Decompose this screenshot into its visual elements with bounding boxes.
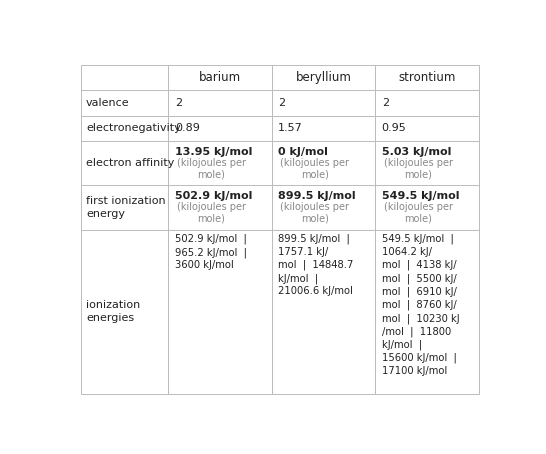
Text: first ionization
energy: first ionization energy (86, 196, 165, 219)
Bar (375, 65, 479, 90)
Text: 2: 2 (175, 98, 182, 108)
Bar (81, 116, 169, 141)
Text: 0 kJ/mol: 0 kJ/mol (278, 147, 328, 157)
Text: 899.5 kJ/mol: 899.5 kJ/mol (278, 191, 356, 201)
Bar (169, 141, 272, 185)
Text: beryllium: beryllium (295, 71, 352, 84)
Text: 0.89: 0.89 (175, 123, 200, 133)
Text: 0.95: 0.95 (382, 123, 406, 133)
Text: ionization
energies: ionization energies (86, 301, 140, 323)
Bar (272, 65, 375, 90)
Bar (272, 116, 375, 141)
Bar (169, 65, 272, 90)
Text: (kilojoules per
mole): (kilojoules per mole) (280, 202, 349, 223)
Bar (81, 185, 169, 230)
Text: 13.95 kJ/mol: 13.95 kJ/mol (175, 147, 252, 157)
Bar (375, 185, 479, 230)
Text: 549.5 kJ/mol  |
1064.2 kJ/
mol  |  4138 kJ/
mol  |  5500 kJ/
mol  |  6910 kJ/
mo: 549.5 kJ/mol | 1064.2 kJ/ mol | 4138 kJ/… (382, 234, 459, 376)
Bar (169, 90, 272, 116)
Text: 502.9 kJ/mol  |
965.2 kJ/mol  |
3600 kJ/mol: 502.9 kJ/mol | 965.2 kJ/mol | 3600 kJ/mo… (175, 234, 247, 271)
Text: electron affinity: electron affinity (86, 158, 174, 168)
Text: 1.57: 1.57 (278, 123, 303, 133)
Text: (kilojoules per
mole): (kilojoules per mole) (177, 202, 246, 223)
Text: (kilojoules per
mole): (kilojoules per mole) (384, 202, 453, 223)
Text: 2: 2 (382, 98, 389, 108)
Text: 899.5 kJ/mol  |
1757.1 kJ/
mol  |  14848.7
kJ/mol  |
21006.6 kJ/mol: 899.5 kJ/mol | 1757.1 kJ/ mol | 14848.7 … (278, 234, 354, 296)
Bar (81, 65, 169, 90)
Bar (375, 116, 479, 141)
Bar (81, 90, 169, 116)
Text: electronegativity: electronegativity (86, 123, 181, 133)
Bar (272, 90, 375, 116)
Bar (375, 141, 479, 185)
Bar (272, 141, 375, 185)
Bar (169, 116, 272, 141)
Bar (169, 185, 272, 230)
Bar (81, 141, 169, 185)
Bar (81, 230, 169, 394)
Bar (272, 230, 375, 394)
Bar (375, 230, 479, 394)
Bar (375, 90, 479, 116)
Text: 5.03 kJ/mol: 5.03 kJ/mol (382, 147, 451, 157)
Text: (kilojoules per
mole): (kilojoules per mole) (384, 158, 453, 179)
Text: barium: barium (199, 71, 241, 84)
Text: (kilojoules per
mole): (kilojoules per mole) (177, 158, 246, 179)
Bar (272, 185, 375, 230)
Text: valence: valence (86, 98, 129, 108)
Text: 549.5 kJ/mol: 549.5 kJ/mol (382, 191, 459, 201)
Bar (169, 230, 272, 394)
Text: (kilojoules per
mole): (kilojoules per mole) (280, 158, 349, 179)
Text: 502.9 kJ/mol: 502.9 kJ/mol (175, 191, 252, 201)
Text: 2: 2 (278, 98, 286, 108)
Text: strontium: strontium (399, 71, 456, 84)
